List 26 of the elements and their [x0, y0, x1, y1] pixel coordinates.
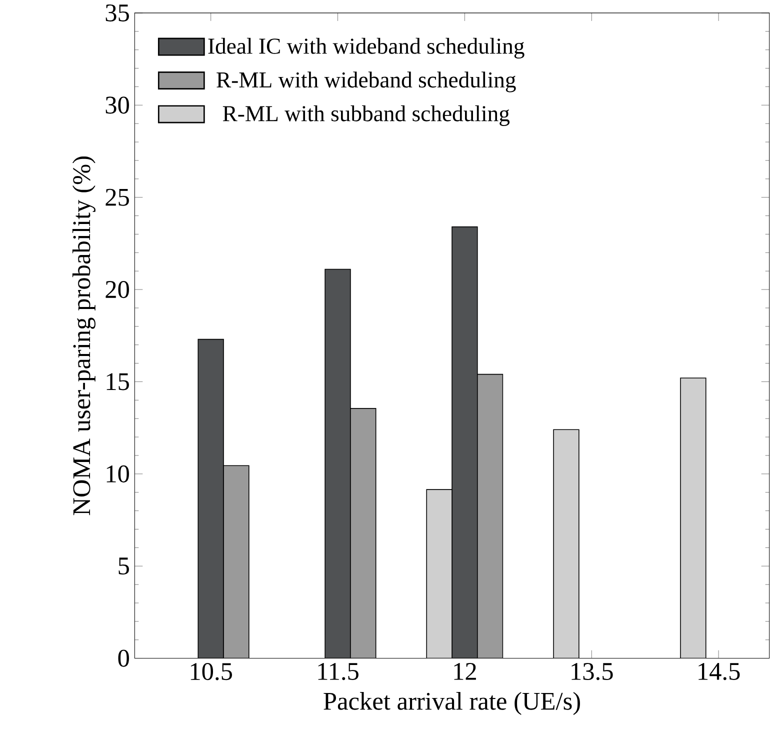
legend-label: Ideal IC with wideband scheduling [208, 38, 524, 58]
legend-label: R-ML with subband scheduling [222, 105, 510, 126]
bar [324, 268, 351, 658]
y-tick-label: 15 [106, 373, 129, 390]
bar [476, 374, 504, 658]
x-tick-label: 12 [454, 662, 476, 680]
bar [198, 338, 224, 658]
y-tick-label: 10 [106, 465, 129, 482]
x-tick-label: 14.5 [698, 662, 740, 680]
bar [223, 465, 250, 658]
bar [553, 429, 580, 658]
y-tick-label: 5 [118, 558, 129, 574]
bar [680, 377, 706, 658]
bar [452, 226, 478, 658]
x-tick-label: 11.5 [318, 662, 358, 680]
x-tick-label: 10.5 [190, 662, 232, 680]
y-tick-label: 20 [106, 280, 129, 298]
y-axis-title: NOMA user-paring probability (%) [72, 156, 96, 515]
x-axis-title: Packet arrival rate (UE/s) [324, 692, 580, 715]
y-tick-label: 35 [106, 4, 129, 22]
y-tick-label: 25 [106, 188, 129, 206]
legend-label: R-ML with wideband scheduling [216, 71, 516, 92]
x-tick-label: 13.5 [572, 662, 613, 680]
y-tick-label: 30 [106, 96, 129, 114]
y-tick-label: 0 [118, 650, 129, 667]
bar [350, 408, 376, 658]
